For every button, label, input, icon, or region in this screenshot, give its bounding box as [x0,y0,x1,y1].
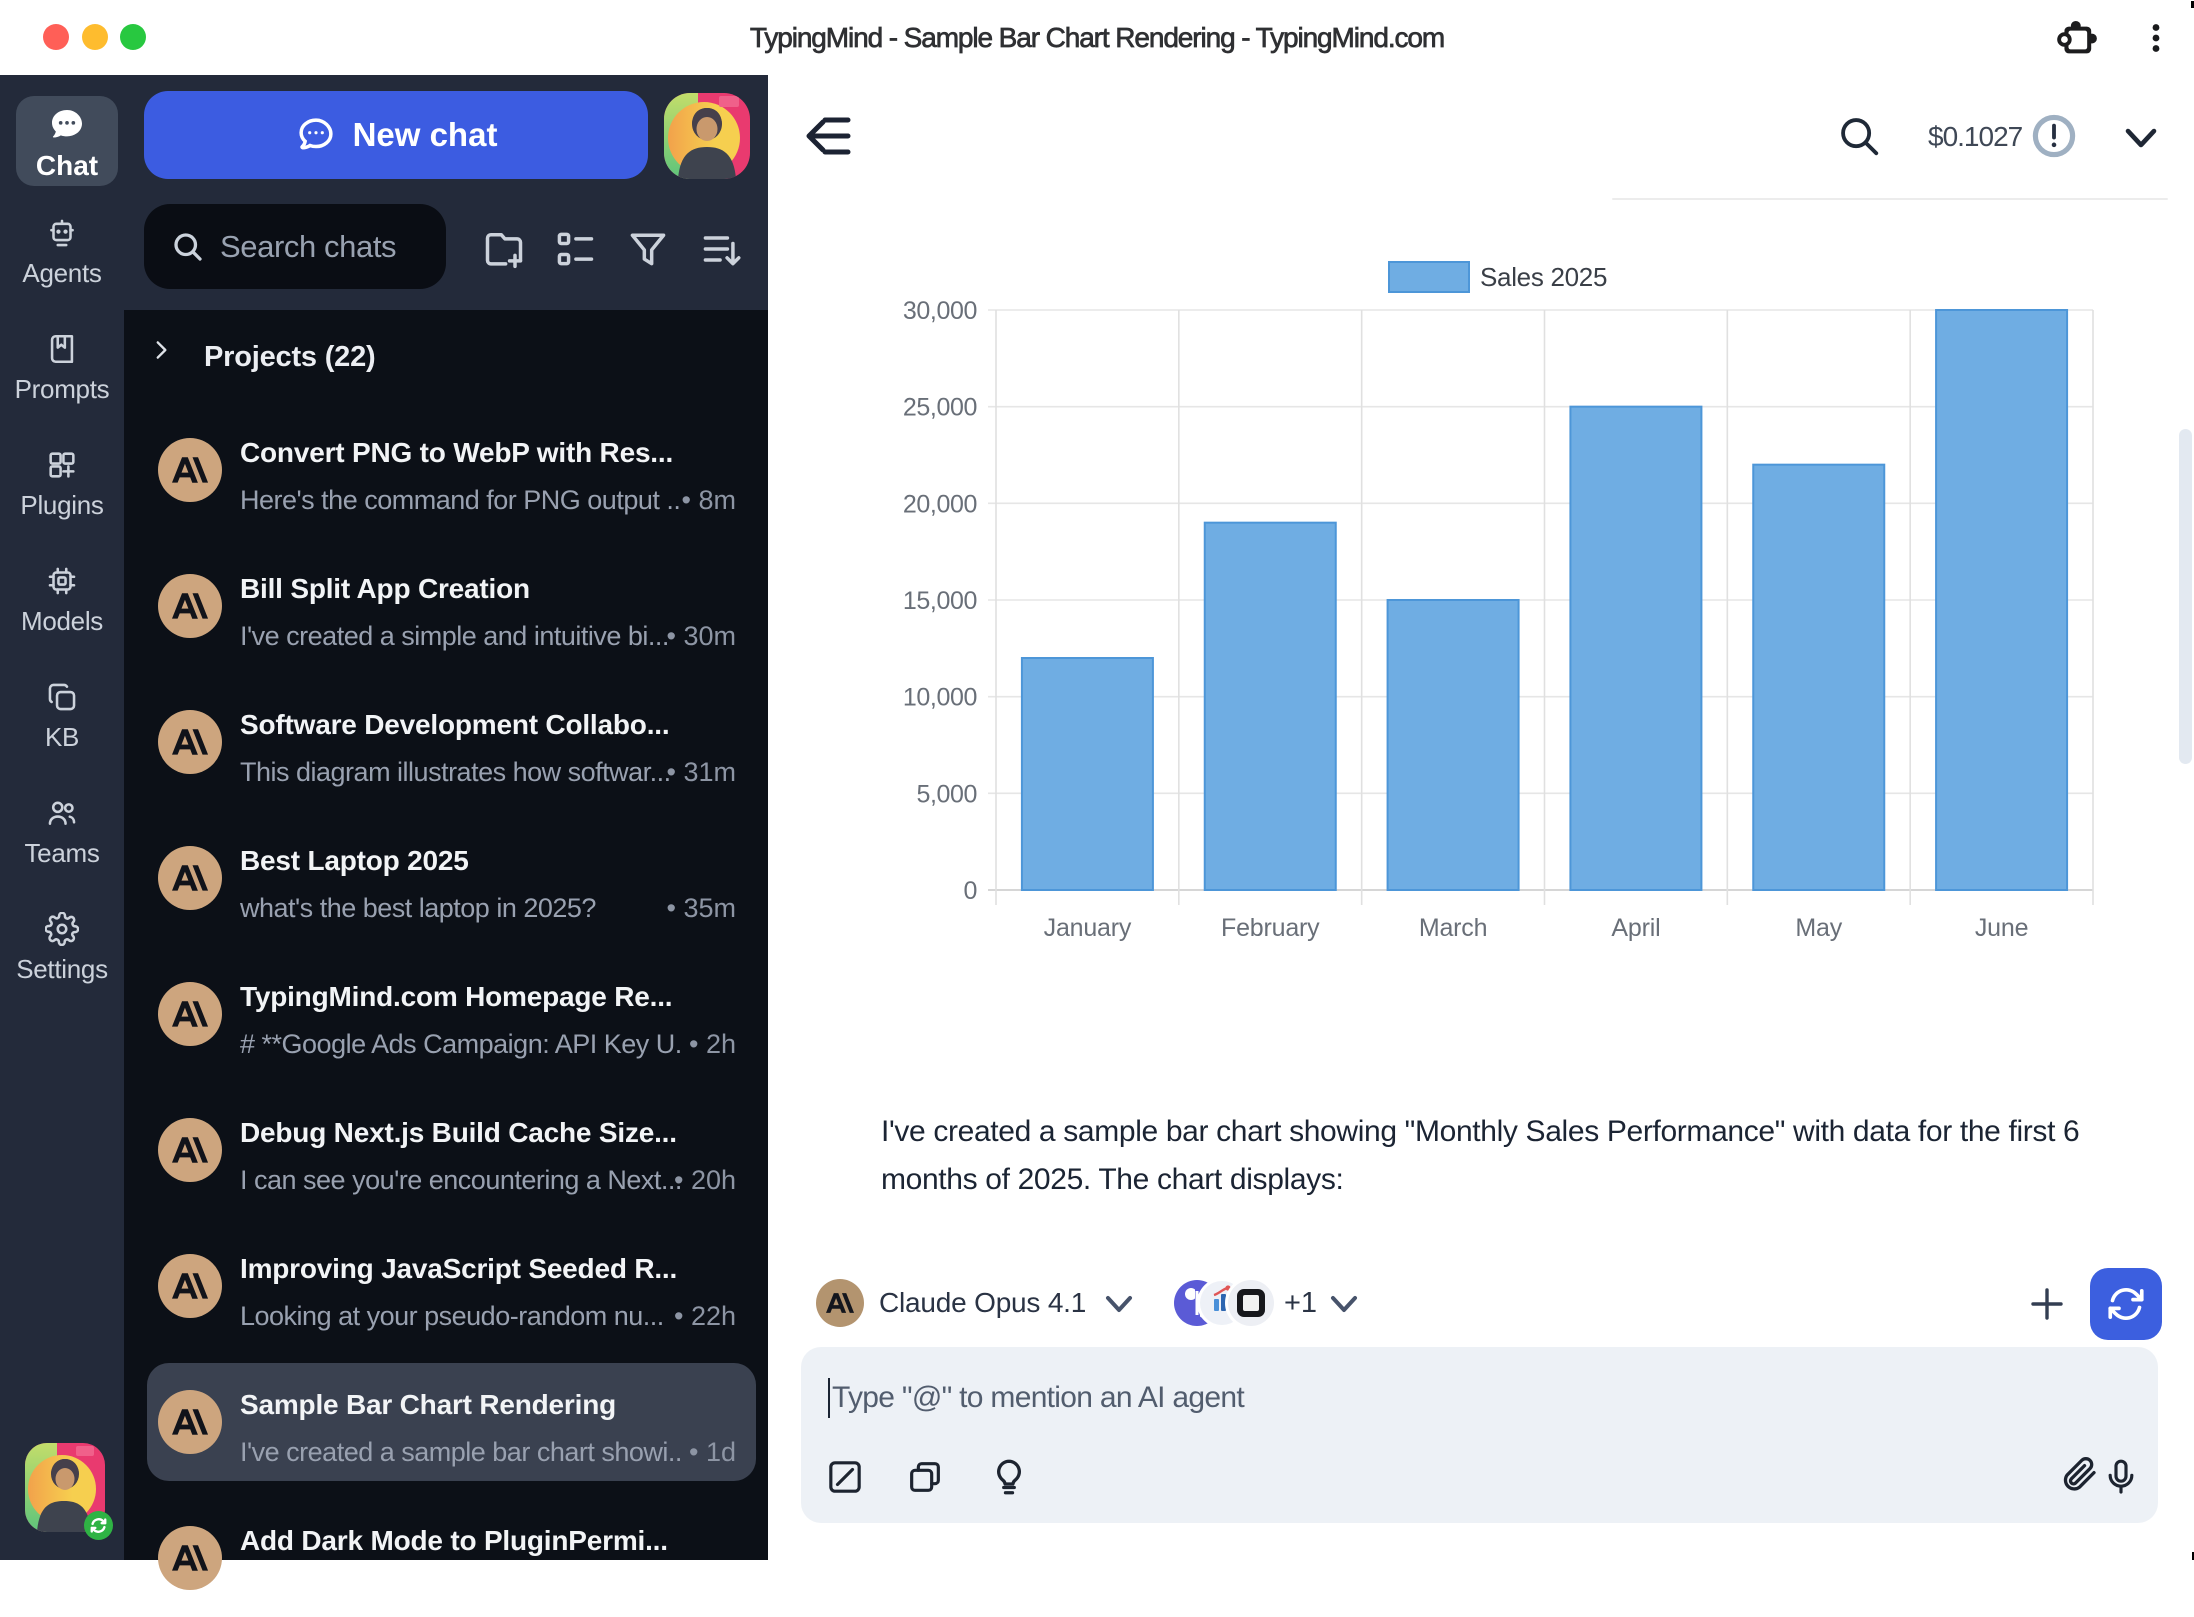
svg-text:April: April [1611,914,1660,942]
svg-text:0: 0 [963,877,977,905]
svg-text:20,000: 20,000 [903,490,977,518]
svg-text:May: May [1795,914,1842,942]
svg-text:30,000: 30,000 [903,297,977,325]
svg-text:25,000: 25,000 [903,394,977,422]
svg-text:January: January [1044,914,1132,942]
svg-text:10,000: 10,000 [903,684,977,712]
svg-text:March: March [1419,914,1487,942]
svg-text:February: February [1221,914,1320,942]
svg-text:Sales 2025: Sales 2025 [1480,262,1607,292]
svg-text:15,000: 15,000 [903,587,977,615]
svg-text:June: June [1975,914,2028,942]
svg-text:5,000: 5,000 [916,780,977,808]
